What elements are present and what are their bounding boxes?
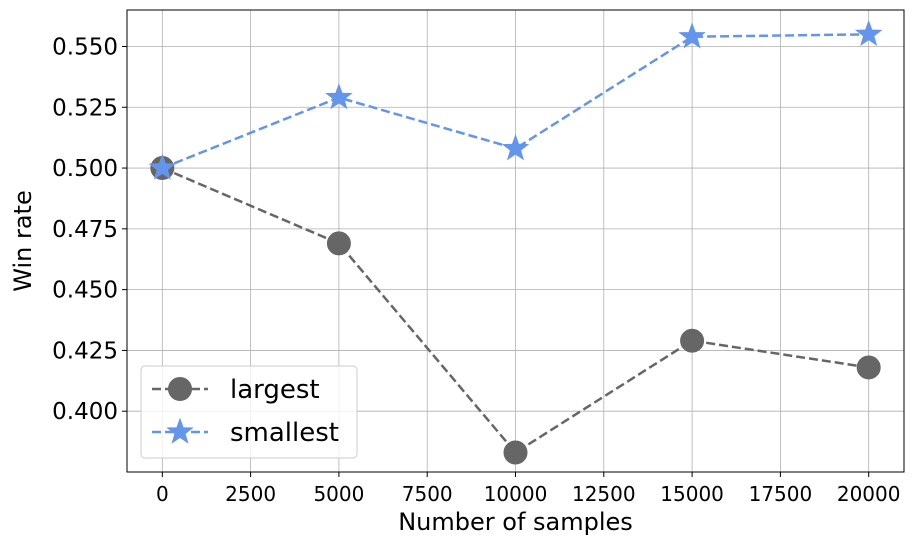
y-tick-label: 0.550: [52, 34, 118, 60]
x-axis-label: Number of samples: [398, 508, 633, 536]
data-point-smallest: [325, 83, 353, 110]
data-point-largest: [326, 231, 351, 256]
x-tick-label: 10000: [484, 482, 548, 506]
x-tick-label: 15000: [660, 482, 724, 506]
data-point-smallest: [854, 19, 883, 47]
series-markers: [148, 19, 883, 465]
y-axis-label: Win rate: [9, 190, 37, 291]
legend-label-largest: largest: [230, 375, 320, 405]
y-axis-ticks: 0.400 0.425 0.450 0.475 0.500 0.525 0.550: [52, 34, 127, 425]
series-lines: [161, 33, 869, 455]
data-point-smallest: [678, 22, 706, 49]
x-tick-label: 7500: [402, 482, 453, 506]
x-tick-label: 12500: [572, 482, 636, 506]
data-point-largest: [856, 355, 881, 380]
y-tick-label: 0.525: [52, 95, 118, 121]
legend: largest smallest: [140, 365, 358, 459]
data-point-largest: [503, 440, 528, 465]
legend-label-smallest: smallest: [230, 418, 339, 448]
grid-lines: [127, 10, 904, 472]
series-line-smallest: [161, 33, 869, 170]
y-tick-label: 0.425: [52, 338, 118, 364]
legend-marker-smallest: [166, 417, 194, 444]
x-tick-label: 0: [156, 482, 169, 506]
y-tick-label: 0.475: [52, 217, 118, 243]
data-point-smallest: [501, 134, 530, 161]
x-tick-label: 17500: [749, 482, 813, 506]
y-tick-label: 0.400: [52, 399, 118, 425]
data-point-smallest: [148, 153, 177, 180]
x-tick-label: 20000: [837, 482, 901, 506]
x-tick-label: 5000: [313, 482, 364, 506]
y-tick-label: 0.450: [52, 278, 118, 304]
y-tick-label: 0.500: [52, 156, 118, 182]
x-tick-label: 2500: [225, 482, 276, 506]
legend-marker-largest: [168, 377, 192, 401]
series-line-largest: [161, 166, 869, 455]
data-point-largest: [680, 328, 705, 353]
x-axis-ticks: 0 2500 5000 7500 10000 12500 15000 17500 20000: [156, 472, 901, 506]
